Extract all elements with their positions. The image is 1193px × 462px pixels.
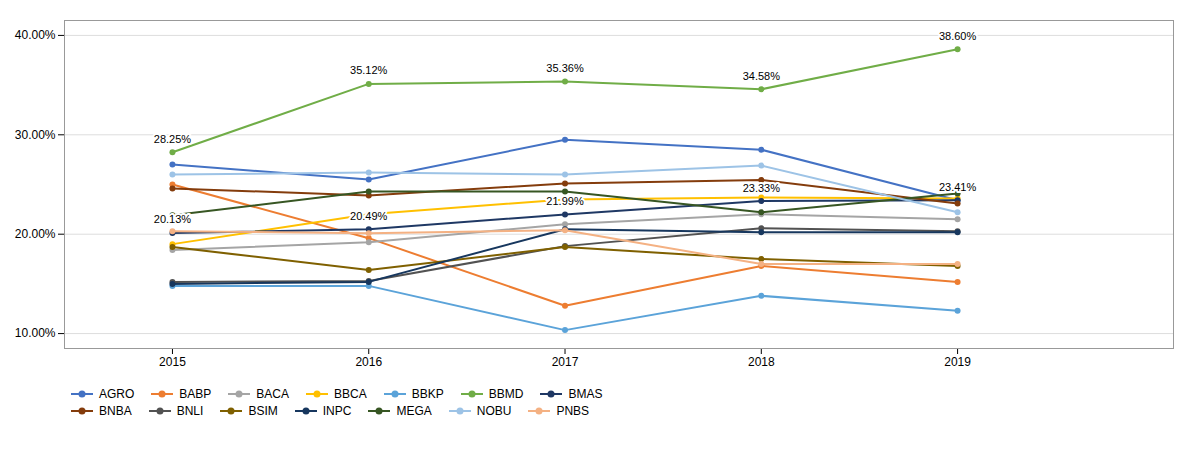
svg-text:2016: 2016: [355, 355, 382, 369]
svg-text:21.99%: 21.99%: [546, 195, 584, 207]
html-text:BSIM: BSIM: [248, 404, 278, 418]
svg-text:38.60%: 38.60%: [939, 30, 977, 42]
html-text:BACA: BACA: [256, 387, 289, 401]
svg-text:23.41%: 23.41%: [939, 181, 977, 193]
svg-text:2019: 2019: [944, 355, 971, 369]
html-text:INPC: INPC: [322, 404, 352, 418]
html-text:BABP: BABP: [179, 387, 212, 401]
html-text:BBMD: BBMD: [488, 387, 524, 401]
svg-text:23.33%: 23.33%: [743, 182, 781, 194]
svg-text:20.13%: 20.13%: [154, 213, 192, 225]
html-text:BNBA: BNBA: [99, 404, 132, 418]
svg-text:2015: 2015: [159, 355, 186, 369]
svg-text:20.49%: 20.49%: [350, 210, 388, 222]
svg-text:40.00%: 40.00%: [15, 28, 56, 42]
html-text:AGRO: AGRO: [99, 387, 135, 401]
svg-text:30.00%: 30.00%: [15, 128, 56, 142]
svg-text:20.00%: 20.00%: [15, 227, 56, 241]
html-text:BBCA: BBCA: [334, 387, 367, 401]
html-text:BMAS: BMAS: [568, 387, 603, 401]
svg-text:35.12%: 35.12%: [350, 64, 388, 76]
html-text:NOBU: NOBU: [476, 404, 512, 418]
html-text:PNBS: PNBS: [556, 404, 590, 418]
svg-text:34.58%: 34.58%: [743, 70, 781, 82]
svg-text:10.00%: 10.00%: [15, 326, 56, 340]
svg-text:2018: 2018: [748, 355, 775, 369]
svg-text:35.36%: 35.36%: [546, 62, 584, 74]
html-text:BNLI: BNLI: [176, 404, 204, 418]
html-text:BBKP: BBKP: [411, 387, 444, 401]
svg-text:2017: 2017: [552, 355, 579, 369]
svg-text:28.25%: 28.25%: [154, 133, 192, 145]
html-text:MEGA: MEGA: [396, 404, 432, 418]
